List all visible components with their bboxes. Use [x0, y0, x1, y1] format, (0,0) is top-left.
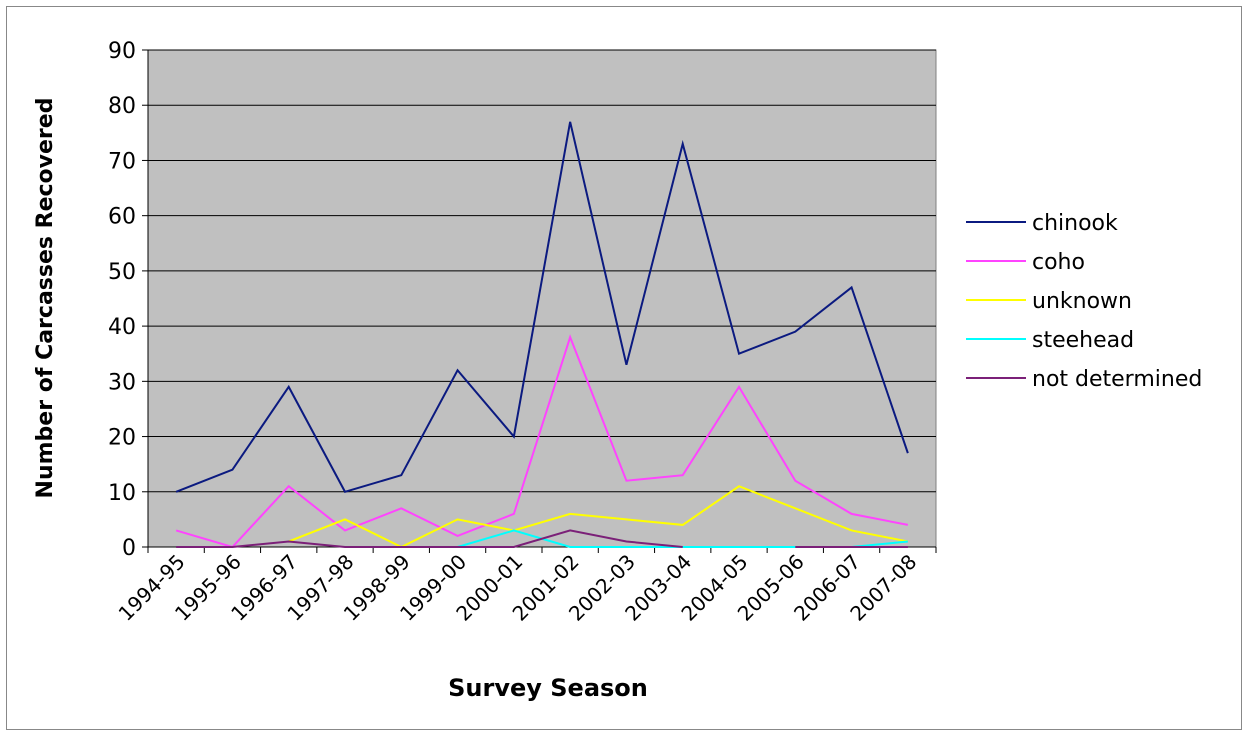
y-tick-label: 70 — [108, 149, 136, 174]
y-tick-label: 10 — [108, 481, 136, 506]
series-line — [175, 121, 909, 493]
y-tick-label: 40 — [108, 315, 136, 340]
y-axis-title: Number of Carcasses Recovered — [33, 98, 58, 499]
legend-label: unknown — [1032, 289, 1132, 314]
y-tick-label: 20 — [108, 426, 136, 451]
series-line — [288, 485, 909, 549]
y-tick-label: 80 — [108, 94, 136, 119]
y-tick-label: 30 — [108, 370, 136, 395]
plot-area — [147, 49, 937, 548]
legend-label: coho — [1032, 250, 1085, 275]
y-tick-label: 0 — [122, 536, 136, 561]
y-tick-label: 60 — [108, 205, 136, 230]
series-line — [176, 529, 908, 548]
legend-label: not determined — [1032, 367, 1202, 392]
y-tick-label: 50 — [108, 260, 136, 285]
x-axis-title: Survey Season — [448, 674, 648, 702]
legend-label: chinook — [1032, 211, 1118, 236]
legend-label: steehead — [1032, 328, 1134, 353]
series-line — [175, 334, 909, 549]
y-tick-label: 90 — [108, 39, 136, 64]
